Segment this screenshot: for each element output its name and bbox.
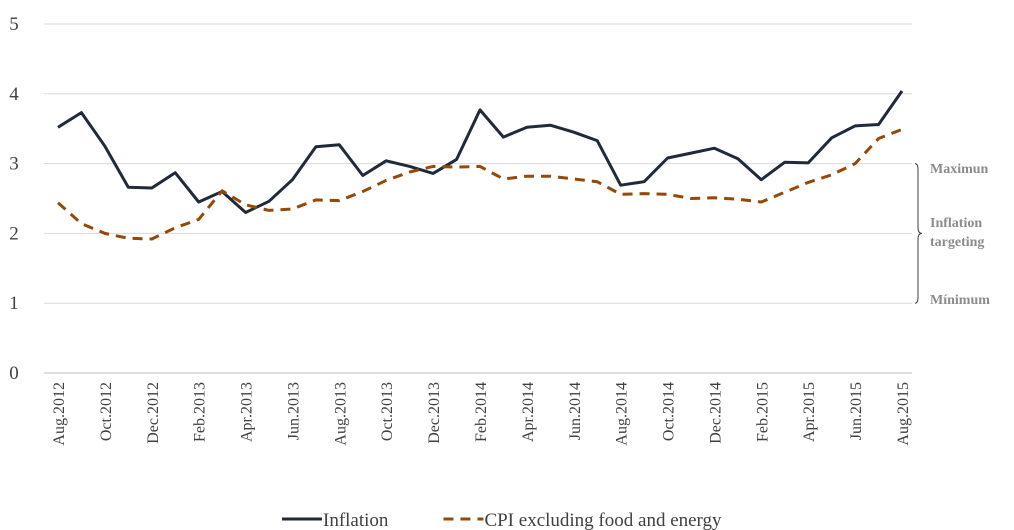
x-tick-label: Dec.2013	[426, 382, 443, 444]
x-tick-label: Jun.2014	[567, 382, 584, 440]
x-tick-label: Aug.2014	[614, 382, 631, 446]
y-tick-label: 0	[9, 363, 19, 384]
x-tick-label: Feb.2013	[192, 382, 209, 442]
y-tick-label: 2	[9, 223, 19, 244]
x-tick-label: Aug.2012	[51, 382, 68, 446]
series-line	[57, 90, 904, 214]
x-tick-label: Oct.2014	[661, 382, 678, 441]
x-tick-label: Oct.2013	[379, 382, 396, 441]
x-tick-label: Apr.2014	[520, 382, 537, 442]
x-tick-label: Oct.2012	[98, 382, 115, 441]
y-tick-label: 1	[9, 293, 19, 314]
x-tick-label: Feb.2014	[473, 382, 490, 442]
legend-label: Inflation	[323, 510, 389, 530]
x-tick-label: Aug.2013	[332, 382, 349, 446]
annotation: Maximun	[930, 162, 989, 178]
y-tick-label: 4	[9, 84, 19, 105]
x-tick-label: Jun.2013	[285, 382, 302, 440]
annotation: Mínimum	[930, 292, 990, 308]
annotation: Inflation targeting	[930, 216, 985, 251]
x-tick-label: Jun.2015	[848, 382, 865, 440]
x-tick-label: Apr.2013	[239, 382, 256, 442]
x-tick-label: Dec.2014	[707, 382, 724, 444]
series-line	[57, 128, 903, 241]
x-tick-label: Feb.2015	[754, 382, 771, 442]
legend-label: CPI excluding food and energy	[484, 510, 722, 530]
target-brace	[914, 163, 923, 304]
y-tick-label: 5	[9, 14, 19, 35]
x-tick-label: Aug.2015	[895, 382, 912, 446]
x-tick-label: Dec.2012	[145, 382, 162, 444]
x-tick-label: Apr.2015	[801, 382, 818, 442]
y-tick-label: 3	[9, 154, 19, 175]
